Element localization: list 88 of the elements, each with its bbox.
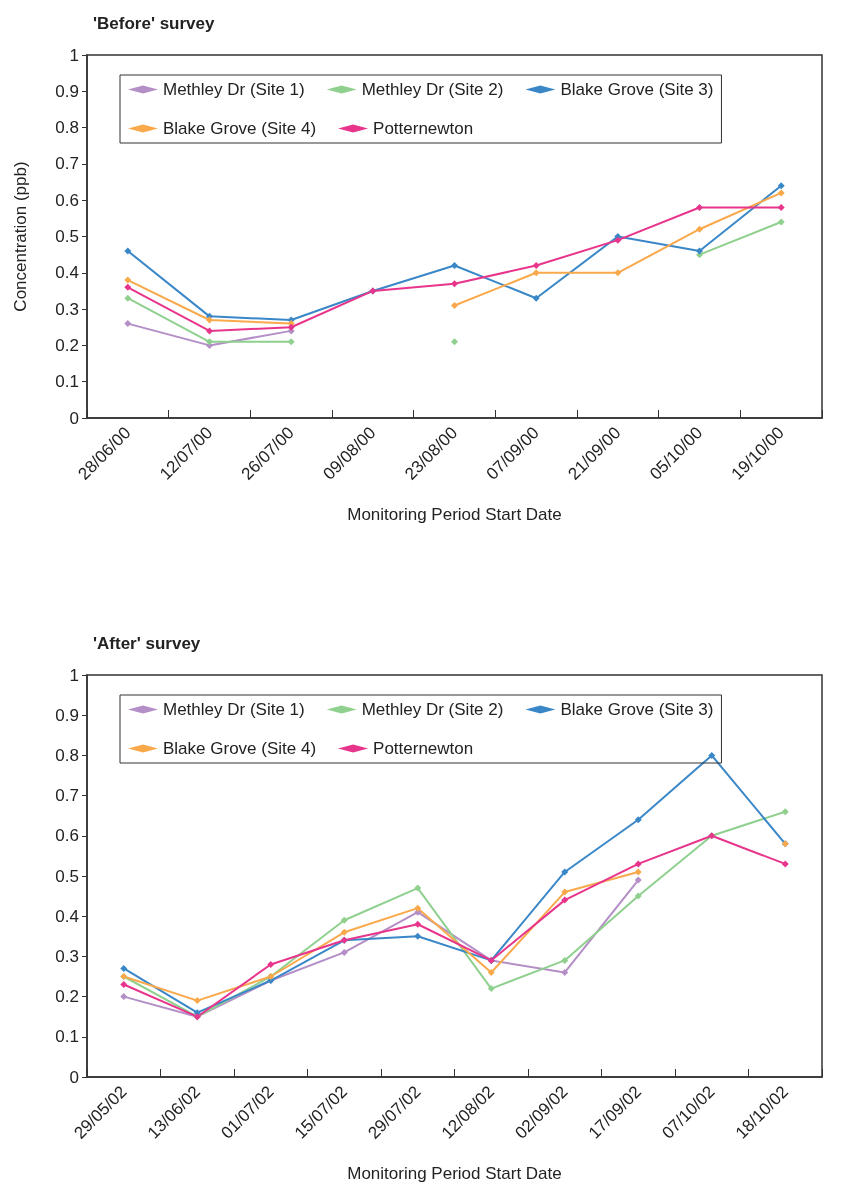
- point: [634, 876, 642, 884]
- point: [451, 262, 458, 270]
- point: [532, 262, 540, 270]
- legend-label: Methley Dr (Site 2): [361, 700, 504, 719]
- y-tick-label: 0.6: [55, 190, 79, 210]
- y-tick-label: 0.8: [55, 118, 79, 138]
- point: [777, 189, 785, 197]
- point: [777, 182, 785, 190]
- y-tick-label: 0.3: [55, 946, 79, 966]
- point: [487, 985, 495, 993]
- x-axis-title: Monitoring Period Start Date: [347, 1164, 562, 1183]
- point: [124, 247, 132, 255]
- point: [451, 301, 458, 309]
- point: [120, 981, 128, 989]
- point: [532, 269, 540, 277]
- point: [487, 968, 495, 976]
- point: [340, 928, 348, 936]
- chart-title: 'After' survey: [93, 634, 201, 653]
- legend-label: Potternewton: [373, 739, 474, 758]
- y-tick-label: 0: [69, 1067, 79, 1087]
- y-tick-label: 0.9: [55, 705, 79, 725]
- point: [451, 280, 458, 288]
- point: [614, 269, 622, 277]
- point: [561, 888, 569, 896]
- x-axis-title: Monitoring Period Start Date: [347, 505, 562, 524]
- point: [124, 294, 132, 302]
- y-tick-label: 0.4: [55, 906, 79, 926]
- point: [708, 751, 716, 759]
- point: [414, 904, 422, 912]
- point: [561, 896, 569, 904]
- y-tick-label: 0.3: [55, 299, 79, 319]
- point: [414, 884, 422, 892]
- y-tick-label: 0.7: [55, 786, 79, 806]
- point: [561, 956, 569, 964]
- point: [340, 948, 348, 956]
- y-tick-label: 1: [69, 45, 79, 65]
- point: [614, 236, 622, 244]
- point: [206, 327, 213, 335]
- y-tick-label: 0.7: [55, 154, 79, 174]
- chart-title: 'Before' survey: [93, 14, 216, 33]
- legend-label: Blake Grove (Site 3): [560, 700, 714, 719]
- point: [532, 294, 540, 302]
- y-tick-label: 0.2: [55, 987, 79, 1007]
- legend-label: Blake Grove (Site 4): [163, 119, 317, 138]
- point: [340, 916, 348, 924]
- point: [634, 860, 642, 868]
- point: [414, 932, 422, 940]
- point: [451, 338, 458, 346]
- point: [193, 997, 201, 1005]
- legend-label: Potternewton: [373, 119, 474, 138]
- y-tick-label: 0.5: [55, 866, 79, 886]
- point: [414, 920, 422, 928]
- legend-label: Methley Dr (Site 1): [163, 80, 305, 99]
- point: [561, 968, 569, 976]
- y-axis-title: Concentration (ppb): [11, 161, 30, 312]
- legend-label: Methley Dr (Site 2): [361, 80, 504, 99]
- y-tick-label: 0.1: [55, 372, 79, 392]
- y-tick-label: 0.1: [55, 1027, 79, 1047]
- y-tick-label: 0.4: [55, 263, 79, 283]
- legend-label: Blake Grove (Site 3): [560, 80, 714, 99]
- point: [124, 283, 132, 291]
- point: [124, 320, 132, 328]
- point: [781, 860, 789, 868]
- point: [206, 316, 213, 324]
- point: [267, 960, 275, 968]
- point: [696, 225, 703, 233]
- y-tick-label: 0.9: [55, 81, 79, 101]
- y-tick-label: 0.2: [55, 335, 79, 355]
- y-tick-label: 1: [69, 665, 79, 685]
- point: [634, 892, 642, 900]
- y-tick-label: 0: [69, 408, 79, 428]
- point: [777, 218, 785, 226]
- point: [696, 203, 703, 211]
- point: [696, 247, 703, 255]
- point: [777, 203, 785, 211]
- legend-label: Methley Dr (Site 1): [163, 700, 305, 719]
- y-tick-label: 0.8: [55, 745, 79, 765]
- point: [781, 808, 789, 816]
- point: [120, 993, 128, 1001]
- point: [124, 276, 132, 284]
- y-tick-label: 0.5: [55, 227, 79, 246]
- point: [287, 338, 295, 346]
- point: [634, 816, 642, 824]
- point: [634, 868, 642, 876]
- legend-label: Blake Grove (Site 4): [163, 739, 317, 758]
- point: [120, 964, 128, 972]
- y-tick-label: 0.6: [55, 826, 79, 846]
- point: [561, 868, 569, 876]
